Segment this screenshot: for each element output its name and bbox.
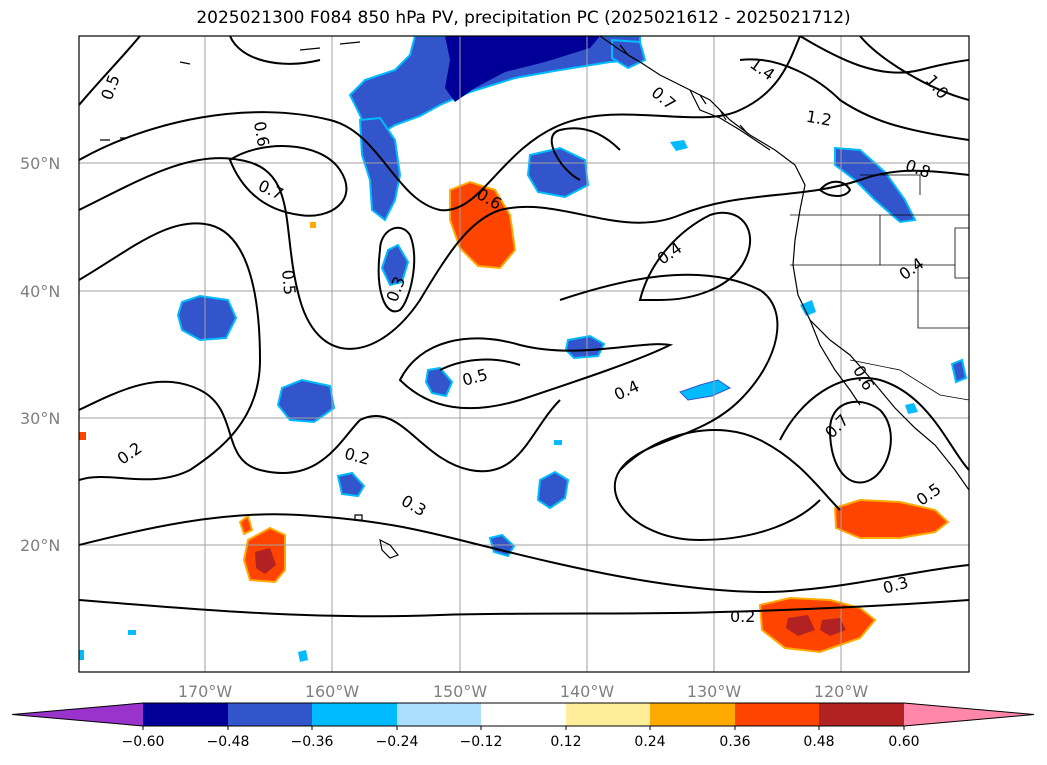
- contour-label: 0.2: [730, 607, 755, 626]
- pv-contours: [79, 36, 969, 618]
- colorbar-segment: [481, 703, 566, 726]
- colorbar: −0.60 −0.48 −0.36 −0.24 −0.12 0.12 0.24 0.36 0.4…: [11, 702, 1035, 750]
- lat-label-20n: 20°N: [20, 536, 60, 555]
- lon-label-130w: 130°W: [687, 682, 742, 701]
- lat-label-40n: 40°N: [20, 282, 60, 301]
- colorbar-tick-label: −0.24: [376, 734, 419, 750]
- contour-label: 0.6: [250, 120, 273, 148]
- colorbar-extend-high: [904, 703, 1034, 726]
- lat-label-50n: 50°N: [20, 154, 60, 173]
- colorbar-tick-label: −0.60: [122, 734, 165, 750]
- precip-negative-areas: [79, 36, 968, 662]
- colorbar-segment: [143, 703, 228, 726]
- colorbar-tick-label: −0.36: [291, 734, 334, 750]
- latitude-labels: 50°N 40°N 30°N 20°N: [20, 154, 60, 555]
- colorbar-segment: [228, 703, 312, 726]
- lon-label-170w: 170°W: [178, 682, 233, 701]
- colorbar-tick-label: 0.24: [634, 734, 665, 750]
- colorbar-segment: [650, 703, 735, 726]
- colorbar-tick-label: −0.48: [207, 734, 250, 750]
- contour-label: 1.2: [805, 107, 833, 130]
- colorbar-segment: [397, 703, 481, 726]
- lon-label-160w: 160°W: [305, 682, 360, 701]
- contour-label: 0.5: [278, 269, 299, 296]
- longitude-labels: 170°W 160°W 150°W 140°W 130°W 120°W: [178, 682, 869, 701]
- lon-label-150w: 150°W: [433, 682, 488, 701]
- colorbar-tick-label: 0.12: [550, 734, 581, 750]
- colorbar-segment: [819, 703, 904, 726]
- colorbar-tick-label: 0.60: [888, 734, 919, 750]
- lat-label-30n: 30°N: [20, 409, 60, 428]
- lon-label-120w: 120°W: [814, 682, 869, 701]
- precip-positive-areas: [79, 180, 950, 654]
- colorbar-tick-label: 0.36: [719, 734, 750, 750]
- colorbar-tick-label: −0.12: [460, 734, 503, 750]
- coastlines: [100, 36, 969, 559]
- map-frame: [78, 35, 970, 673]
- map-area: [79, 36, 969, 672]
- colorbar-extend-low: [12, 703, 143, 726]
- colorbar-tick-label: 0.48: [803, 734, 834, 750]
- lon-label-140w: 140°W: [560, 682, 615, 701]
- colorbar-segment: [566, 703, 650, 726]
- colorbar-segment: [312, 703, 397, 726]
- gridlines: [79, 36, 969, 672]
- colorbar-segment: [735, 703, 819, 726]
- map-title: 2025021300 F084 850 hPa PV, precipitatio…: [196, 8, 851, 28]
